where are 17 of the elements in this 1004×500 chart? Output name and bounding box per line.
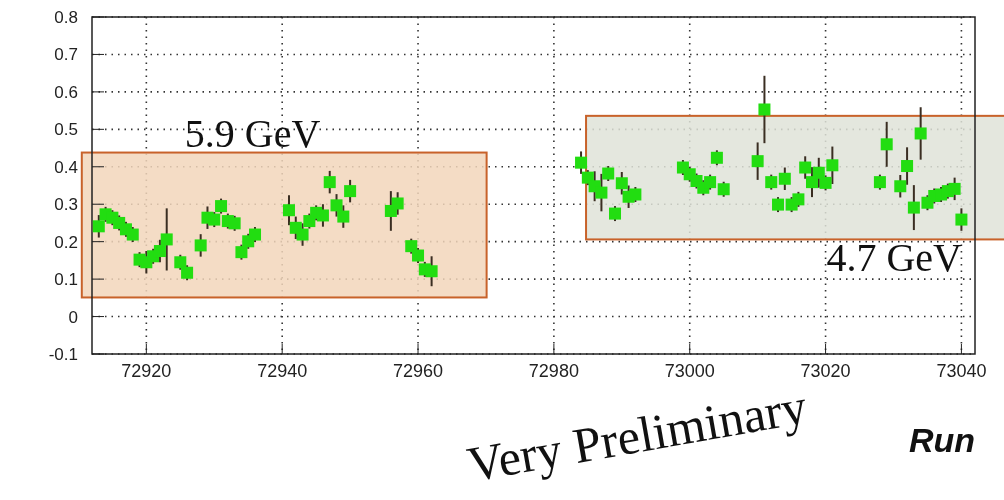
y-tick-label: 0.7 xyxy=(54,45,78,65)
x-tick-label: 72920 xyxy=(121,361,172,381)
y-tick-label: -0.1 xyxy=(48,345,78,364)
x-tick-label: 72960 xyxy=(393,361,444,381)
y-tick-label: 0.5 xyxy=(54,120,78,140)
x-tick-label: 73040 xyxy=(936,361,987,381)
y-tick-label: 0.1 xyxy=(54,270,78,290)
y-tick-label: 0.2 xyxy=(54,232,78,252)
y-tick-label: 0.6 xyxy=(54,82,78,102)
y-tick-label: 0.3 xyxy=(54,195,78,215)
y-tick-label: 0.8 xyxy=(54,8,78,27)
y-tick-label: 0.4 xyxy=(54,157,78,177)
y-tick-label: 0 xyxy=(68,307,78,327)
band-label: 4.7 GeV xyxy=(826,235,963,281)
x-axis-title: Run xyxy=(908,421,975,459)
band-label: 5.9 GeV xyxy=(184,110,321,156)
x-tick-label: 72940 xyxy=(257,361,308,381)
